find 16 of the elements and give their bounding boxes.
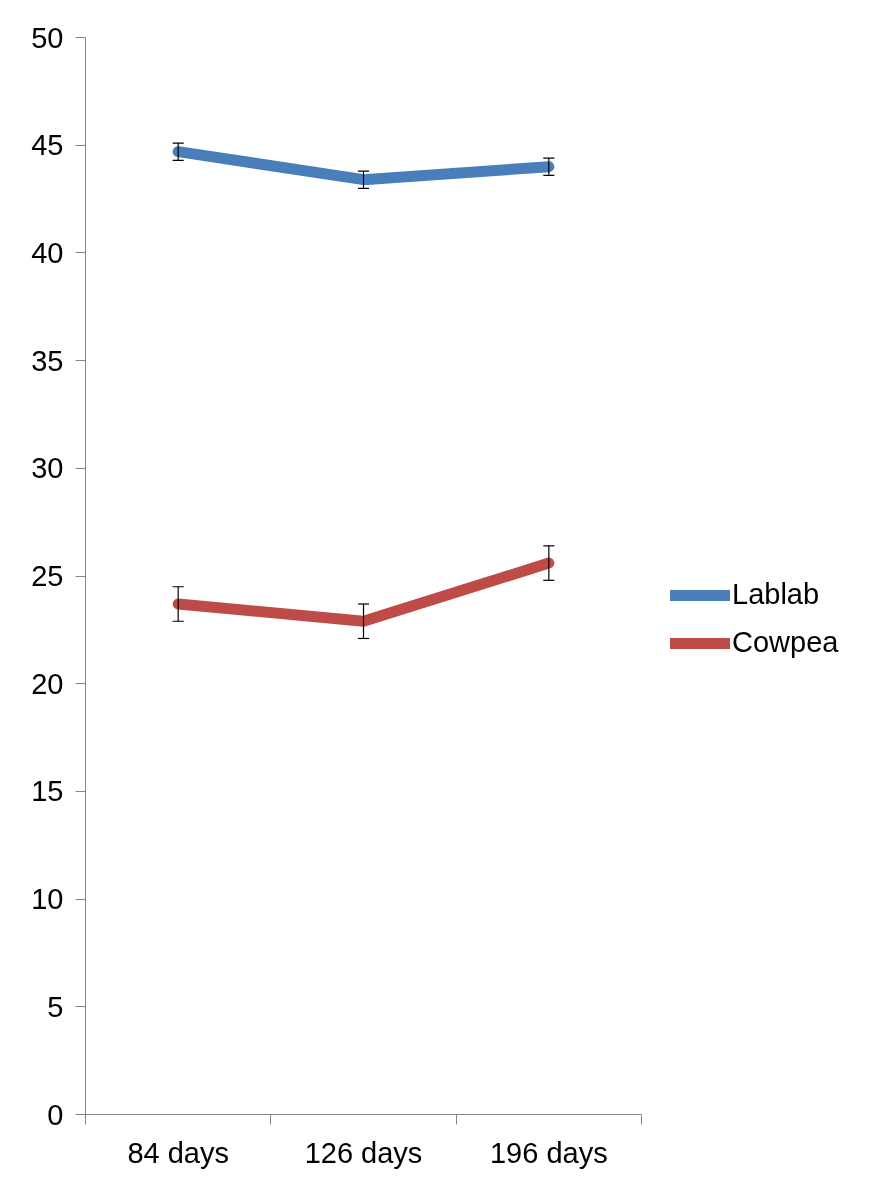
legend-label: Lablab [732,578,820,611]
y-tick-label: 0 [47,1098,64,1131]
y-tick-label: 20 [31,667,64,700]
y-tick-label: 50 [31,21,64,54]
y-tick-label: 30 [31,452,64,485]
x-tick-label: 84 days [127,1136,229,1169]
x-tick-label: 196 days [489,1136,608,1169]
x-tick-label: 126 days [304,1136,423,1169]
legend-label: Cowpea [732,626,839,659]
y-tick-label: 10 [31,883,64,916]
y-tick-label: 35 [31,344,64,377]
y-tick-label: 45 [31,129,64,162]
y-tick-label: 25 [31,560,64,592]
y-tick-label: 15 [31,775,64,808]
y-tick-label: 5 [47,990,64,1023]
y-tick-label: 40 [31,236,64,269]
